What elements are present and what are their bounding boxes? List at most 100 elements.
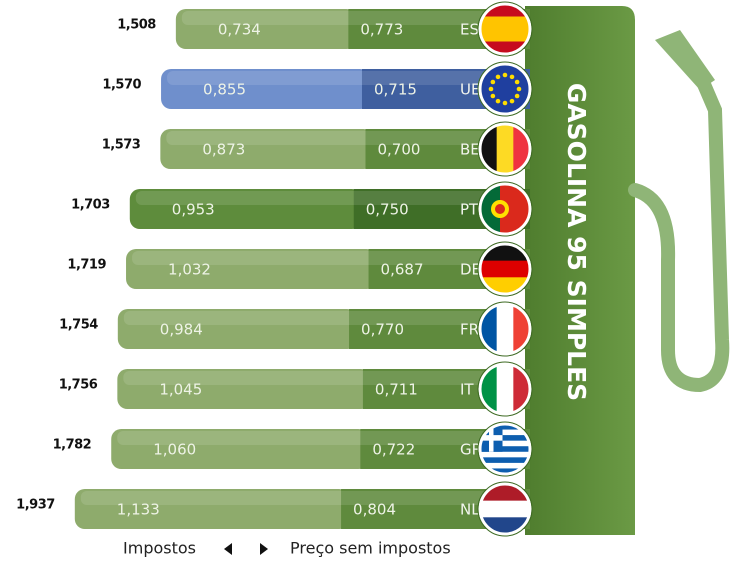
bar-shine <box>166 131 524 145</box>
flag-star <box>502 72 508 78</box>
value-label: 0,984 <box>160 321 203 339</box>
flag-outline <box>477 361 533 417</box>
value-label: 0,953 <box>172 201 215 219</box>
chart-title: GASOLINA 95 SIMPLES <box>562 83 591 401</box>
bar-segment <box>117 369 371 409</box>
flag-stripe <box>480 468 530 474</box>
category-label: UE <box>460 81 480 99</box>
value-label: 0,722 <box>372 441 415 459</box>
bar-shine <box>80 491 525 505</box>
category-label: NL <box>460 501 480 519</box>
value-label: 0,873 <box>202 141 245 159</box>
flag-star <box>490 79 496 85</box>
value-label: 0,804 <box>353 501 396 519</box>
bar-segment <box>129 189 362 229</box>
bar-segment <box>74 489 350 529</box>
pump-nozzle <box>655 30 715 90</box>
flag <box>477 121 533 177</box>
legend-label: Preço sem impostos <box>290 539 451 558</box>
flag <box>477 301 533 357</box>
flag-stripe <box>480 440 530 447</box>
flag <box>477 481 533 537</box>
value-label: 0,711 <box>375 381 418 399</box>
bar-segment <box>117 309 358 349</box>
legend-label: Impostos <box>123 539 196 558</box>
flag-star <box>488 86 494 92</box>
total-label: 1,573 <box>102 138 141 153</box>
category-label: ES <box>460 21 479 39</box>
category-label: BE <box>460 141 480 159</box>
bar-shine <box>167 71 525 85</box>
flag <box>477 1 533 57</box>
flag-outline <box>477 181 533 237</box>
flag-ring <box>478 62 532 116</box>
flag <box>477 241 533 297</box>
flag-star <box>514 93 520 99</box>
flag-ring <box>478 302 532 356</box>
flag-art <box>480 424 530 474</box>
bar-shine <box>181 11 525 25</box>
flag-stripe <box>480 429 530 436</box>
legend-arrow <box>224 543 232 555</box>
flag-stripe <box>480 500 530 518</box>
flag-outline <box>477 481 533 537</box>
total-label: 1,570 <box>102 78 141 93</box>
value-label: 0,750 <box>366 201 409 219</box>
flag-stripe <box>480 451 530 458</box>
flag-outline <box>477 1 533 57</box>
value-label: 0,734 <box>218 21 261 39</box>
flag-outline <box>477 421 533 477</box>
flag-star <box>495 98 501 104</box>
flag <box>477 421 533 477</box>
value-label: 0,687 <box>381 261 424 279</box>
flag-stripe <box>496 124 514 174</box>
bar-segment <box>126 249 377 289</box>
value-label: 0,700 <box>378 141 421 159</box>
flag-star <box>502 100 508 106</box>
flag-cross <box>489 424 494 452</box>
flag-star <box>514 79 520 85</box>
flag-star <box>490 93 496 99</box>
flag-outline <box>477 121 533 177</box>
value-label: 1,045 <box>159 381 202 399</box>
value-label: 0,770 <box>361 321 404 339</box>
flag-ring <box>478 362 532 416</box>
flag-ring <box>478 242 532 296</box>
category-label: GR <box>460 441 482 459</box>
category-label: IT <box>460 381 474 399</box>
bar-shine <box>117 431 524 445</box>
pump-hose <box>628 53 730 393</box>
bar-segment <box>161 69 370 109</box>
total-label: 1,703 <box>71 198 110 213</box>
flag-ring <box>478 482 532 536</box>
legend-arrow <box>260 543 268 555</box>
flag-star <box>495 74 501 80</box>
bar-shine <box>135 191 525 205</box>
flag-stripe <box>480 462 530 469</box>
flag-stripe <box>480 457 530 464</box>
flag-stripe <box>496 364 514 414</box>
flag-ring <box>478 422 532 476</box>
flag-emblem <box>495 204 505 214</box>
value-label: 0,773 <box>360 21 403 39</box>
flag <box>477 361 533 417</box>
flag-ring <box>478 122 532 176</box>
flag <box>477 181 533 237</box>
flag-stripe <box>480 435 530 441</box>
flag-stripe <box>480 16 530 42</box>
flag-ring <box>478 2 532 56</box>
total-label: 1,754 <box>59 318 98 333</box>
flag-star <box>509 98 515 104</box>
flag-outline <box>477 61 533 117</box>
category-label: FR <box>460 321 479 339</box>
legend: Impostos Preço sem impostos <box>123 539 451 558</box>
total-label: 1,756 <box>59 378 98 393</box>
value-label: 1,133 <box>117 501 160 519</box>
bar-shine <box>132 251 524 265</box>
bar-segment <box>160 129 374 169</box>
flag-star <box>516 86 522 92</box>
category-label: PT <box>460 201 479 219</box>
total-label: 1,719 <box>67 258 106 273</box>
pump-body <box>525 6 635 535</box>
